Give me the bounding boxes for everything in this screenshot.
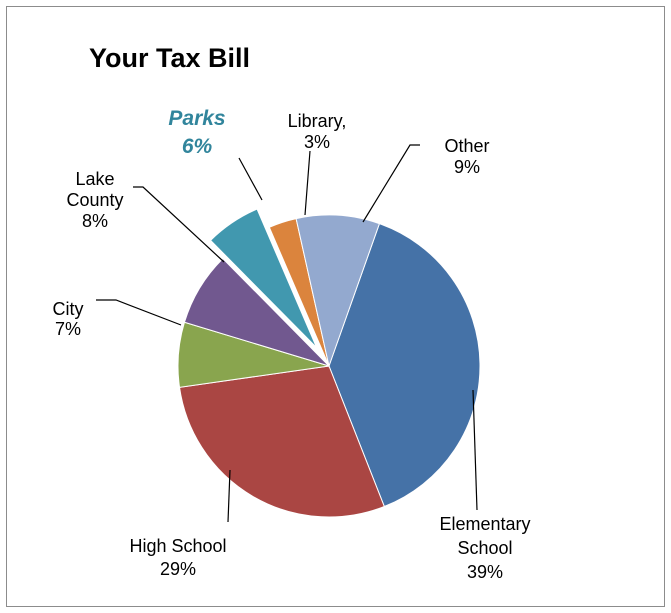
data-label-elementary-school: Elementary School 39% (439, 514, 530, 582)
data-label-parks: Parks 6% (168, 107, 225, 158)
pie-slice-parks (209, 208, 318, 349)
data-label-name: Library, (288, 111, 347, 131)
data-label-value: 8% (82, 211, 108, 231)
data-label-name: School (457, 538, 512, 558)
data-label-high-school: High School 29% (129, 536, 226, 579)
leader-line-other (362, 144, 420, 223)
data-label-value: 9% (454, 157, 480, 177)
data-label-name: Elementary (439, 514, 530, 534)
data-label-name: County (66, 190, 123, 210)
data-label-name: Other (444, 136, 489, 156)
data-label-lake-county: Lake County 8% (66, 169, 123, 231)
data-label-name: High School (129, 536, 226, 556)
data-label-value: 6% (182, 135, 213, 158)
leader-line-elementary-school (472, 389, 478, 511)
data-label-city: City 7% (53, 299, 84, 339)
data-label-name: Parks (168, 107, 225, 130)
data-label-value: 3% (304, 132, 330, 152)
data-label-other: Other 9% (444, 136, 489, 177)
leader-line-lake-county (133, 186, 225, 263)
data-label-value: 7% (55, 319, 81, 339)
data-label-name: City (53, 299, 84, 319)
leader-line-parks (238, 157, 263, 201)
pie-slice-elementary-school (328, 223, 481, 508)
pie-slice-high-school (178, 365, 385, 518)
chart-title: Your Tax Bill (89, 43, 250, 73)
data-label-value: 39% (467, 562, 503, 582)
pie-slice-lake-county (183, 257, 330, 367)
data-label-name: Lake (75, 169, 114, 189)
leader-line-library (304, 150, 311, 216)
leader-line-high-school (227, 469, 231, 523)
leader-line-city (96, 299, 182, 326)
pie-slice-other (295, 214, 381, 368)
data-label-library: Library, 3% (288, 111, 347, 152)
data-label-value: 29% (160, 559, 196, 579)
